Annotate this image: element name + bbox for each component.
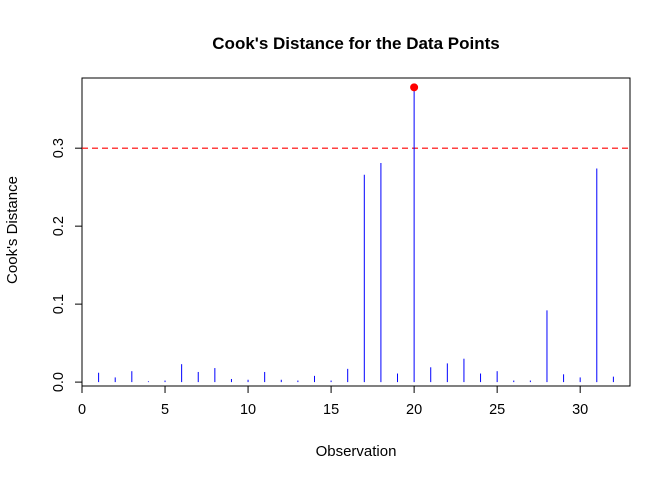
- plot-frame: [81, 77, 631, 387]
- highlight-point: [410, 83, 419, 92]
- x-tick-label: 20: [406, 402, 422, 418]
- y-tick-label: 0.1: [51, 294, 67, 314]
- chart-marks: 0 5 10 15 20 25 30 0.0 0.1 0.2 0.3: [51, 83, 630, 418]
- x-tick-label: 5: [161, 402, 169, 418]
- y-axis-label: Cook's Distance: [4, 176, 21, 284]
- x-tick-label: 15: [323, 402, 339, 418]
- x-tick-label: 25: [489, 402, 505, 418]
- x-axis-label: Observation: [316, 443, 397, 460]
- x-tick-label: 0: [78, 402, 86, 418]
- chart-title: Cook's Distance for the Data Points: [212, 34, 499, 53]
- y-tick-label: 0.3: [51, 138, 67, 158]
- y-tick-label: 0.2: [51, 216, 67, 236]
- x-tick-label: 30: [572, 402, 588, 418]
- x-tick-label: 10: [240, 402, 256, 418]
- y-tick-label: 0.0: [51, 372, 67, 392]
